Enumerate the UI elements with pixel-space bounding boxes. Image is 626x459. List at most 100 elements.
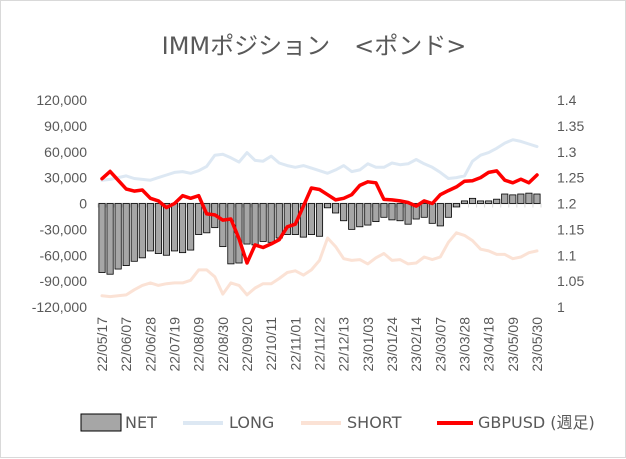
x-tick-label: 23/03/07: [432, 317, 448, 372]
net-bar: [460, 200, 469, 204]
y-right-tick-label: 1.05: [557, 273, 584, 289]
legend-label-net: NET: [125, 413, 157, 432]
net-bar: [114, 203, 122, 270]
net-bar: [509, 194, 517, 204]
net-bar: [396, 203, 404, 222]
net-bar: [380, 203, 388, 218]
long-series: [100, 138, 539, 182]
net-bar: [388, 203, 396, 221]
y-left-tick-label: 30,000: [44, 170, 87, 186]
y-right-tick-label: 1.25: [557, 170, 584, 186]
y-axis-left: -120,000 -90,000 -60,000 -30,000 0 30,000 60,0…: [32, 92, 87, 315]
net-bar: [444, 203, 452, 218]
x-tick-label: 23/02/14: [408, 317, 424, 372]
net-bar: [348, 203, 356, 230]
y-right-tick-label: 1.15: [557, 221, 584, 237]
net-bar: [525, 192, 533, 204]
x-tick-label: 22/08/30: [215, 317, 231, 372]
net-bar: [372, 203, 380, 223]
net-bar: [267, 203, 275, 243]
legend-label-short: SHORT: [347, 413, 402, 432]
y-left-tick-label: 120,000: [36, 92, 87, 108]
net-bar: [259, 203, 267, 242]
net-bar: [283, 203, 291, 235]
net-bar: [501, 193, 509, 204]
net-bar: [307, 203, 315, 235]
x-tick-label: 23/01/24: [384, 317, 400, 372]
net-bar: [332, 203, 340, 214]
net-bar: [187, 203, 195, 251]
y-right-tick-label: 1.35: [557, 118, 584, 134]
x-tick-label: 23/04/18: [481, 317, 497, 372]
net-bar: [122, 203, 130, 266]
net-bar: [485, 200, 493, 204]
y-right-tick-label: 1: [557, 299, 565, 315]
gbpusd-line: [100, 169, 539, 265]
net-bar: [106, 203, 114, 275]
net-bar: [203, 203, 211, 234]
y-left-tick-label: -30,000: [40, 221, 88, 237]
y-left-tick-label: -60,000: [40, 247, 88, 263]
net-bar: [340, 203, 348, 222]
x-axis: 22/05/17 22/06/07 22/06/28 22/07/19 22/08/09…: [94, 317, 545, 372]
y-right-tick-label: 1.1: [557, 247, 577, 263]
net-bar: [477, 200, 485, 204]
net-bar: [195, 203, 203, 235]
y-right-tick-label: 1.3: [557, 144, 577, 160]
x-tick-label: 22/08/09: [191, 317, 207, 372]
x-tick-label: 22/06/07: [118, 317, 134, 372]
net-bar: [98, 203, 106, 273]
short-line: [100, 231, 539, 299]
net-bar: [170, 203, 179, 252]
y-left-tick-label: 90,000: [44, 118, 87, 134]
net-bar: [533, 193, 541, 204]
net-bar: [493, 198, 501, 204]
net-bar: [138, 203, 146, 259]
net-bar: [428, 203, 436, 224]
x-tick-label: 22/06/28: [142, 317, 158, 372]
x-tick-label: 22/12/13: [336, 317, 352, 372]
y-right-tick-label: 1.2: [557, 196, 577, 212]
x-tick-label: 22/10/11: [263, 317, 279, 371]
x-tick-label: 23/05/30: [529, 317, 545, 372]
net-bar: [404, 203, 412, 225]
y-axis-right: 1 1.05 1.1 1.15 1.2 1.25 1.3 1.35 1.4: [557, 92, 584, 315]
net-bar: [130, 203, 138, 262]
net-bar: [227, 203, 235, 265]
legend-label-long: LONG: [229, 413, 274, 432]
y-left-tick-label: 0: [79, 196, 87, 212]
y-left-tick-label: -120,000: [32, 299, 87, 315]
x-tick-label: 22/11/01: [287, 317, 303, 371]
net-bar: [146, 203, 154, 252]
x-tick-label: 23/03/28: [457, 317, 473, 372]
x-tick-label: 23/05/09: [505, 317, 521, 372]
x-tick-label: 22/07/19: [167, 317, 183, 372]
y-left-tick-label: -90,000: [40, 273, 88, 289]
net-bar: [251, 203, 259, 246]
x-tick-label: 22/05/17: [94, 317, 110, 372]
chart-title: IMMポジション <ポンド>: [162, 32, 467, 60]
long-line: [100, 138, 539, 182]
net-bar: [179, 203, 187, 254]
net-bar: [243, 203, 251, 245]
x-tick-label: 23/01/03: [360, 317, 376, 372]
x-tick-label: 22/09/20: [239, 317, 255, 372]
net-bar: [154, 203, 162, 254]
net-bar: [315, 203, 324, 237]
net-bar: [162, 203, 171, 256]
net-bar: [452, 203, 460, 208]
net-bars: [98, 192, 541, 275]
net-bar: [219, 203, 227, 248]
y-right-tick-label: 1.4: [557, 92, 577, 108]
y-left-tick-label: 60,000: [44, 144, 87, 160]
short-series: [100, 231, 539, 299]
net-bar: [436, 203, 444, 227]
net-bar: [420, 203, 428, 218]
legend-label-gbpusd: GBPUSD (週足): [478, 413, 595, 432]
net-bar: [468, 197, 477, 204]
net-bar: [275, 203, 283, 239]
x-tick-label: 22/11/22: [312, 317, 328, 371]
gbpusd-series: [100, 169, 539, 265]
